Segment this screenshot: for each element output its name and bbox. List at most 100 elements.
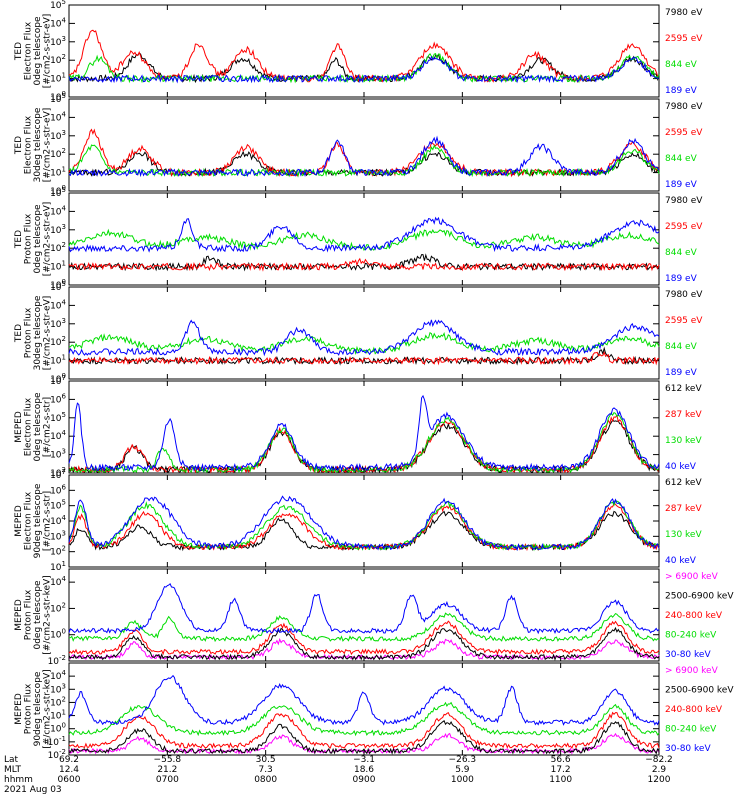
series-2-line	[68, 351, 660, 366]
y-tick-label: 104	[50, 669, 66, 682]
y-tick-label: 103	[50, 448, 66, 461]
y-tick-label: 101	[50, 166, 66, 179]
y-tick-label: 10-2	[48, 748, 66, 761]
y-axis-label-line: 30deg telescope	[33, 295, 43, 370]
panel-frame	[68, 4, 660, 98]
y-axis-label-line: [#/cm2-s-str-eV]	[42, 296, 52, 371]
x-tick-label-mlt: 18.6	[354, 765, 374, 775]
y-axis-label-line: TED	[14, 42, 24, 61]
y-axis-label-line: 0deg telescope	[33, 204, 43, 274]
panel-frame	[68, 568, 660, 662]
x-tick-label-hhmm: 0800	[254, 775, 277, 785]
x-tick-label-lat: 30.5	[256, 755, 276, 765]
y-axis-label-line: Proton Flux	[23, 307, 33, 358]
legend-entry: 844 eV	[665, 342, 698, 352]
y-tick-label: 105	[50, 411, 66, 424]
y-tick-label: 104	[50, 298, 66, 311]
y-axis-label-line: 0deg telescope	[33, 580, 43, 650]
panel-5: 102 103 104 105 106 107 MEPED Electron Flux 0deg…	[14, 374, 703, 479]
x-tick-label-mlt: 2.9	[652, 765, 667, 775]
y-tick-label: 102	[50, 466, 66, 479]
panel-1: 100 101 102 103 104 105 TED Electron Flux 0deg t…	[14, 0, 704, 103]
y-tick-label: 104	[50, 514, 66, 527]
series-3-line	[68, 412, 660, 474]
y-tick-label: 101	[50, 72, 66, 85]
series-2-line	[68, 414, 660, 474]
y-tick-label: 101	[50, 260, 66, 273]
legend-entry: 2595 eV	[665, 34, 703, 44]
y-tick-label: 102	[50, 241, 66, 254]
series-3-line	[68, 711, 660, 750]
y-axis-label-line: TED	[14, 230, 24, 249]
legend-entry: 2595 eV	[665, 316, 703, 326]
y-axis-label-line: 90deg telescope	[33, 483, 43, 558]
series-4-line	[68, 612, 660, 643]
y-axis-label-line: Proton Flux	[23, 589, 33, 640]
y-axis-label-line: [#/cm2-s-str-eV]	[42, 108, 52, 183]
legend-entry: 40 keV	[665, 462, 697, 472]
y-axis-label-line: [#/cm2-s-str-keV]	[42, 575, 52, 654]
y-axis-label: MEPED Electron Flux 0deg telescope [#/cm2-s…	[14, 392, 53, 462]
y-tick-label: 102	[50, 545, 66, 558]
legend-entry: 130 keV	[665, 436, 702, 446]
legend-entry: 7980 eV	[665, 290, 703, 300]
x-tick-label-mlt: 12.4	[59, 765, 79, 775]
x-tick-label-hhmm: 1100	[549, 775, 572, 785]
y-axis-label-line: MEPED	[14, 599, 24, 631]
series-4-line	[68, 394, 660, 473]
y-tick-label: 103	[50, 529, 66, 542]
series-4-line	[68, 701, 660, 737]
legend-entry: 30-80 keV	[665, 744, 711, 754]
y-axis-label: TED Electron Flux 0deg telescope [#/cm2-s-s…	[14, 14, 53, 89]
x-tick-label-hhmm: 0600	[58, 775, 81, 785]
y-tick-label: 105	[50, 186, 66, 199]
series-4-line	[68, 319, 660, 357]
y-axis-label-line: TED	[14, 136, 24, 155]
legend-entry: > 6900 keV	[665, 666, 719, 676]
y-axis-label-line: 30deg telescope	[33, 107, 43, 182]
legend-entry: 2500-6900 keV	[665, 686, 734, 696]
y-tick-label: 102	[50, 53, 66, 66]
y-axis-label-line: [#/cm2-s-str-eV]	[42, 14, 52, 89]
y-axis-label: TED Electron Flux 30deg telescope [#/cm2-s-…	[14, 107, 53, 182]
x-axis-row-label: Lat	[4, 755, 19, 765]
x-tick-label-lat: 69.2	[59, 755, 79, 765]
y-tick-label: 101	[50, 709, 66, 722]
x-axis-row-label: MLT	[4, 765, 22, 775]
legend-entry: 130 keV	[665, 530, 702, 540]
series-5-line	[68, 674, 660, 726]
legend-entry: 189 eV	[665, 180, 698, 190]
panel-frame	[68, 192, 660, 286]
legend-entry: 2500-6900 keV	[665, 592, 734, 602]
y-tick-label: 104	[50, 429, 66, 442]
series-2-line	[68, 257, 660, 272]
x-tick-label-mlt: 21.2	[157, 765, 177, 775]
x-axis-row-label: hhmm	[4, 775, 33, 785]
series-2-line	[68, 128, 660, 178]
y-axis-label: MEPED Proton Flux 90deg telescope [#/cm2-s-…	[14, 669, 53, 748]
x-tick-label-lat: −26.3	[449, 755, 477, 765]
legend-entry: > 6900 keV	[665, 572, 719, 582]
legend-entry: 80-240 keV	[665, 631, 717, 641]
y-tick-label: 100	[50, 278, 66, 291]
y-axis-label-line: Electron Flux	[23, 21, 33, 80]
y-axis-label-line: [#/cm2-s-str]	[42, 491, 52, 551]
legend-entry: 844 eV	[665, 60, 698, 70]
y-axis-label-line: Electron Flux	[23, 115, 33, 174]
series-1-line	[68, 253, 660, 272]
x-tick-label-hhmm: 0900	[353, 775, 376, 785]
y-tick-label: 105	[50, 499, 66, 512]
y-axis-label-line: 0deg telescope	[33, 392, 43, 462]
y-tick-label: 100	[50, 628, 66, 641]
y-axis-label-line: MEPED	[14, 693, 24, 725]
legend-entry: 612 keV	[665, 478, 702, 488]
legend-entry: 189 eV	[665, 368, 698, 378]
y-axis-label-line: 0deg telescope	[33, 16, 43, 86]
panel-frame	[68, 98, 660, 192]
y-axis-label-line: Electron Flux	[23, 491, 33, 550]
x-tick-label-lat: 56.6	[551, 755, 571, 765]
y-tick-label: 102	[50, 695, 66, 708]
y-axis-label: TED Proton Flux 30deg telescope [#/cm2-s-st…	[14, 295, 53, 370]
y-tick-label: 104	[50, 204, 66, 217]
